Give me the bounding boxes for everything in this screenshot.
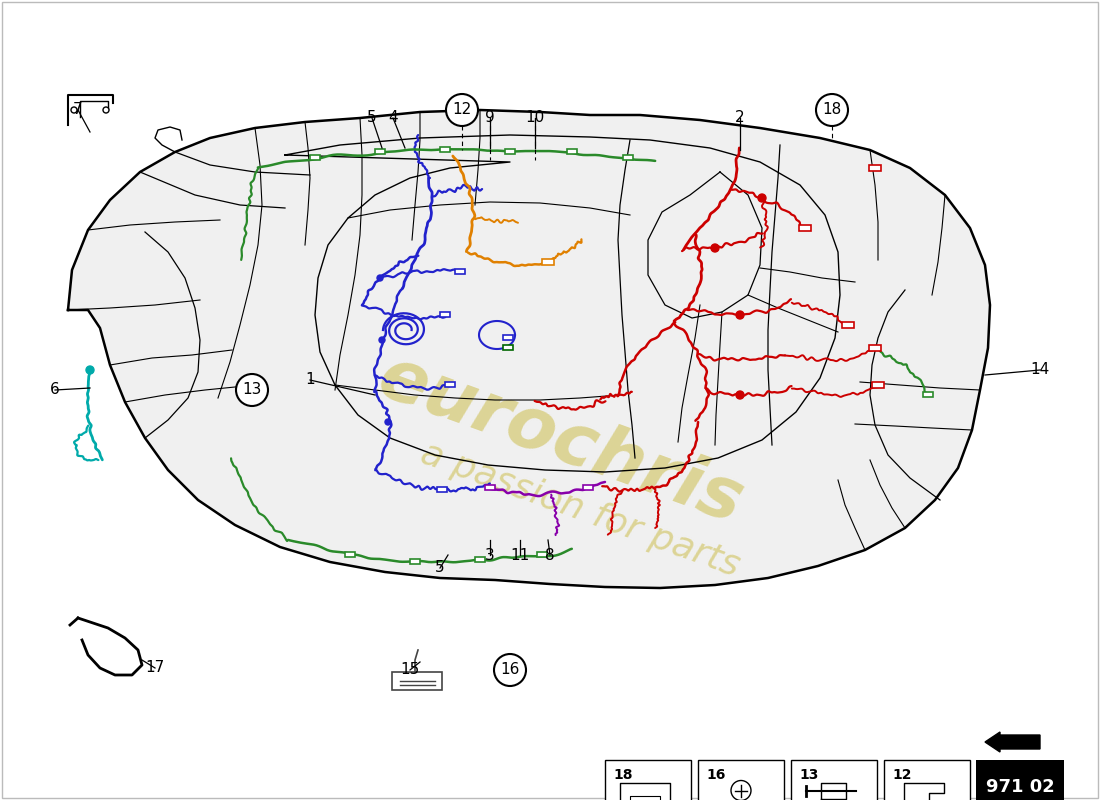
Circle shape [236, 374, 268, 406]
Bar [455, 269, 465, 274]
Text: 1: 1 [305, 373, 315, 387]
Bar [410, 559, 420, 564]
Bar [446, 382, 455, 387]
Text: 9: 9 [485, 110, 495, 126]
Circle shape [385, 419, 390, 425]
Bar [605, 760, 691, 800]
Bar [623, 155, 632, 160]
Circle shape [736, 391, 744, 399]
Bar [503, 345, 513, 350]
Circle shape [816, 94, 848, 126]
Bar [884, 760, 970, 800]
Text: 17: 17 [145, 661, 165, 675]
Bar [872, 382, 884, 388]
Text: 11: 11 [510, 547, 529, 562]
Text: a passion for parts: a passion for parts [416, 436, 745, 584]
Text: 18: 18 [613, 768, 632, 782]
Bar [375, 149, 385, 154]
Text: 16: 16 [706, 768, 725, 782]
Text: 10: 10 [526, 110, 544, 126]
Circle shape [103, 107, 109, 113]
Text: 7: 7 [74, 102, 82, 118]
Bar [505, 149, 515, 154]
Circle shape [494, 654, 526, 686]
Bar [440, 147, 450, 152]
Bar [791, 760, 877, 800]
Text: 15: 15 [400, 662, 419, 678]
FancyBboxPatch shape [392, 672, 442, 690]
Text: 18: 18 [823, 102, 842, 118]
Circle shape [379, 337, 385, 343]
Circle shape [732, 781, 751, 800]
Circle shape [758, 194, 766, 202]
Bar [799, 225, 811, 231]
Bar [842, 322, 854, 328]
Polygon shape [68, 110, 990, 588]
Circle shape [446, 94, 478, 126]
Text: 8: 8 [546, 547, 554, 562]
Bar [345, 552, 355, 557]
Bar [869, 165, 881, 171]
Text: 14: 14 [1031, 362, 1049, 378]
Bar [485, 485, 495, 490]
Text: 6: 6 [51, 382, 59, 398]
Bar [475, 557, 485, 562]
Text: 2: 2 [735, 110, 745, 126]
Text: 16: 16 [500, 662, 519, 678]
Bar [503, 335, 513, 340]
Circle shape [86, 366, 94, 374]
Text: 12: 12 [452, 102, 472, 118]
Bar [437, 487, 447, 492]
Text: 5: 5 [436, 561, 444, 575]
Text: 12: 12 [892, 768, 912, 782]
Bar [923, 392, 933, 397]
FancyArrow shape [984, 732, 1040, 752]
Bar [698, 760, 784, 800]
Bar [542, 259, 554, 265]
Text: 13: 13 [799, 768, 818, 782]
Text: 971 02: 971 02 [986, 778, 1055, 797]
Circle shape [711, 244, 719, 252]
Circle shape [736, 311, 744, 319]
Circle shape [72, 107, 77, 113]
Bar [869, 345, 881, 351]
Circle shape [377, 275, 383, 281]
Text: 4: 4 [388, 110, 398, 126]
Text: eurochris: eurochris [368, 342, 752, 538]
Bar [976, 760, 1064, 800]
Text: 3: 3 [485, 547, 495, 562]
Text: 5: 5 [367, 110, 377, 126]
Bar [440, 312, 450, 317]
Text: 13: 13 [242, 382, 262, 398]
Bar [537, 552, 547, 557]
Bar [583, 485, 593, 490]
Bar [310, 155, 320, 160]
Bar [566, 149, 578, 154]
